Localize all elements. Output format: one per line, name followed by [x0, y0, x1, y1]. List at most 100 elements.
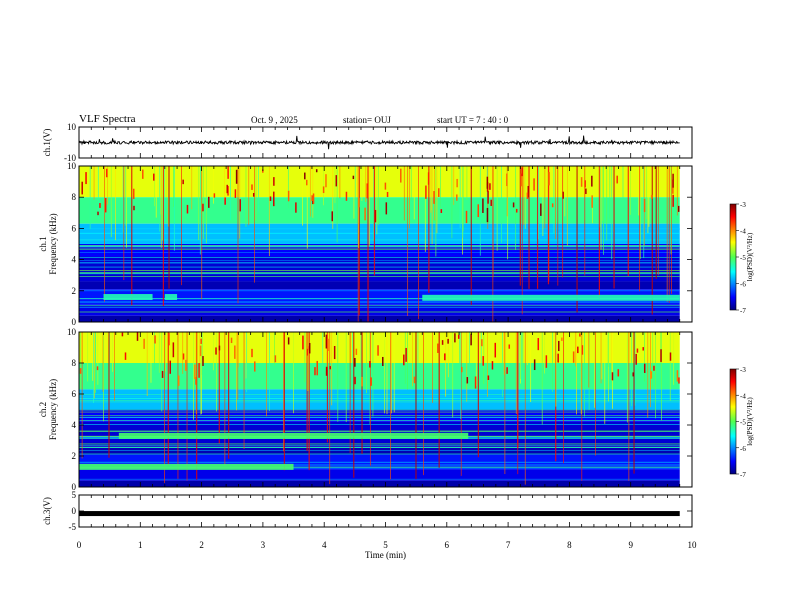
high-power-patch	[252, 193, 255, 197]
high-power-patch	[447, 338, 449, 344]
high-power-patch	[458, 334, 460, 339]
high-power-patch	[403, 354, 405, 366]
high-power-patch	[224, 197, 226, 205]
ch2-spectrogram-panel: 0 2 4 6 8 10 ch.2 Frequency (kHz) -3 -4 -5 -6 -7 log(…	[38, 327, 754, 492]
y-tick-label: 2	[72, 286, 77, 296]
high-power-patch	[456, 178, 458, 188]
spectrum-band	[79, 389, 680, 410]
high-power-patch	[562, 191, 564, 199]
high-power-patch	[520, 173, 523, 187]
high-power-patch	[153, 173, 155, 181]
high-power-patch	[273, 177, 275, 186]
high-power-patch	[182, 179, 184, 185]
y-tick-label: 10	[67, 327, 77, 337]
high-power-patch	[124, 352, 127, 360]
high-power-patch	[477, 204, 480, 218]
high-power-patch	[678, 377, 680, 384]
high-power-patch	[226, 184, 228, 194]
x-tick-label: 10	[688, 540, 698, 550]
high-power-patch	[487, 190, 489, 204]
colorbar-tick-label: -7	[740, 471, 746, 479]
high-power-patch	[331, 211, 333, 222]
high-power-patch	[194, 364, 196, 380]
y-tick-label: 4	[72, 420, 77, 430]
chart-title: VLF Spectra	[79, 113, 136, 125]
spectrum-band	[79, 281, 680, 290]
high-power-patch	[315, 169, 318, 173]
plot-frame	[78, 494, 693, 528]
high-power-patch	[400, 168, 402, 183]
high-power-patch	[650, 371, 653, 379]
high-power-patch	[202, 356, 204, 366]
y-tick-label: 10	[67, 161, 77, 171]
high-power-patch	[235, 169, 238, 184]
high-power-patch	[672, 194, 674, 207]
spectrum-band	[79, 363, 680, 390]
emission-band	[118, 432, 469, 439]
plot-frame	[78, 331, 693, 488]
high-power-patch	[441, 340, 444, 345]
high-power-patch	[361, 376, 363, 387]
high-power-patch	[322, 186, 325, 194]
high-power-patch	[456, 194, 458, 201]
high-power-patch	[487, 375, 490, 381]
high-power-patch	[386, 191, 389, 198]
high-power-patch	[274, 355, 277, 363]
high-power-patch	[489, 183, 491, 190]
high-power-patch	[354, 376, 356, 385]
high-power-patch	[526, 192, 529, 199]
colorbar	[729, 203, 737, 311]
high-power-patch	[642, 347, 644, 351]
high-power-patch	[635, 353, 637, 365]
high-power-patch	[169, 360, 172, 374]
high-power-patch	[177, 375, 180, 386]
x-tick-label: 8	[567, 540, 572, 550]
high-power-patch	[676, 370, 679, 382]
high-power-patch	[374, 209, 377, 223]
high-power-patch	[436, 343, 439, 353]
x-tick-label: 0	[77, 540, 82, 550]
colorbar-tick-label: -3	[740, 201, 746, 209]
high-power-patch	[540, 203, 542, 216]
high-power-patch	[491, 361, 494, 370]
waveform-trace	[78, 135, 680, 150]
plot-frame	[78, 165, 693, 323]
high-power-patch	[308, 342, 311, 354]
high-power-patch	[287, 337, 290, 345]
emission-band	[103, 294, 153, 301]
y-tick-label: -5	[69, 522, 77, 532]
high-power-patch	[512, 202, 515, 208]
high-power-patch	[366, 183, 369, 199]
high-power-patch	[577, 346, 579, 354]
y-tick-label: 10	[67, 122, 77, 132]
colorbar-label: log(PSD)(V²/Hz)	[746, 397, 754, 446]
y-tick-label: 5	[72, 490, 77, 500]
high-power-patch	[466, 377, 469, 384]
spectrum-band	[79, 315, 680, 322]
high-power-patch	[133, 205, 135, 211]
high-power-patch	[527, 185, 530, 198]
spectrum-band	[79, 289, 680, 305]
high-power-patch	[672, 173, 674, 188]
high-power-patch	[364, 207, 366, 221]
emission-band	[422, 294, 680, 301]
spectrum-band	[79, 469, 680, 481]
high-power-patch	[335, 175, 338, 187]
high-power-patch	[312, 193, 315, 204]
x-tick-label: 1	[138, 540, 143, 550]
high-power-patch	[200, 338, 202, 344]
high-power-patch	[537, 338, 540, 351]
high-power-patch	[474, 376, 477, 389]
high-power-patch	[557, 353, 559, 363]
start-time-label: start UT = 7 : 40 : 0	[437, 115, 509, 125]
high-power-patch	[154, 335, 156, 344]
high-power-patch	[295, 202, 297, 213]
high-power-patch	[581, 345, 584, 355]
high-power-patch	[355, 348, 358, 355]
ch3-waveform-panel: 5 0 -5 ch.3(V)	[42, 490, 693, 532]
x-tick-label: 5	[383, 540, 388, 550]
high-power-patch	[591, 195, 593, 208]
high-power-patch	[506, 173, 508, 187]
high-power-patch	[440, 209, 443, 213]
high-power-patch	[79, 368, 82, 374]
